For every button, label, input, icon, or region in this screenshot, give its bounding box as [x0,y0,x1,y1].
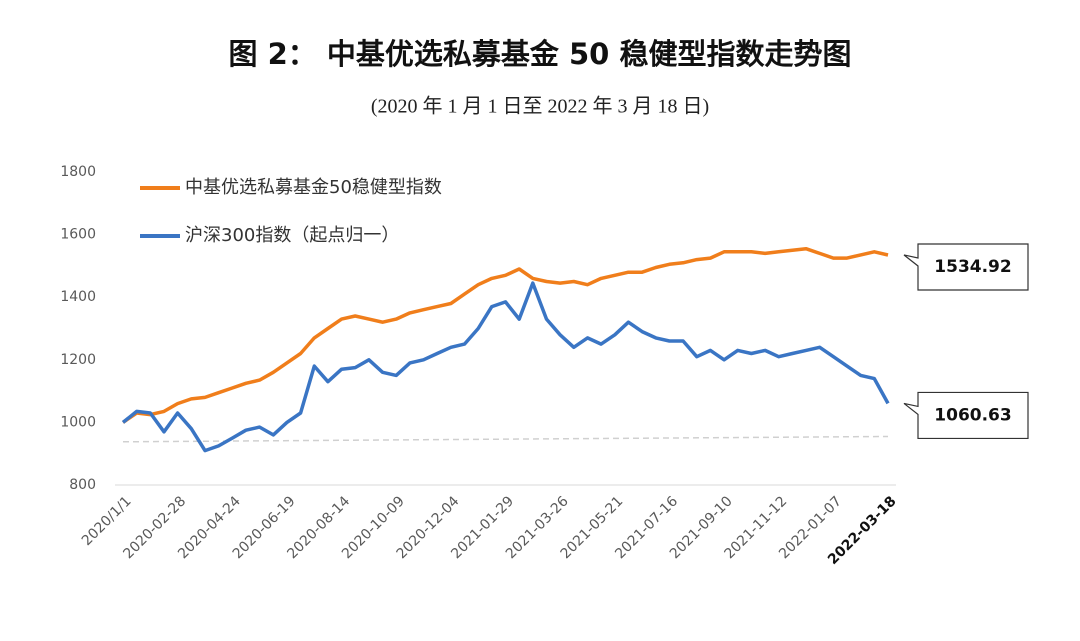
y-tick-label: 1400 [60,289,96,305]
legend-label: 沪深300指数（起点归一） [185,225,399,246]
series-line [122,246,889,424]
y-tick-label: 1800 [60,164,96,180]
series-line [121,281,890,453]
callout-box [903,243,1029,291]
x-tick-label: 2020/1/1 [79,493,135,549]
y-tick-label: 800 [69,477,96,493]
callout-label: 1534.92 [934,257,1011,277]
y-tick-label: 1000 [60,414,96,430]
chart-title: 图 2： 中基优选私募基金 50 稳健型指数走势图 [229,37,852,71]
y-tick-label: 1200 [60,352,96,368]
y-tick-label: 1600 [60,227,96,243]
legend-label: 中基优选私募基金50稳健型指数 [185,177,442,198]
callout-label: 1060.63 [934,405,1011,425]
chart-subtitle: (2020 年 1 月 1 日至 2022 年 3 月 18 日) [371,95,709,118]
trend-line [122,435,889,443]
callout-box [903,391,1029,440]
